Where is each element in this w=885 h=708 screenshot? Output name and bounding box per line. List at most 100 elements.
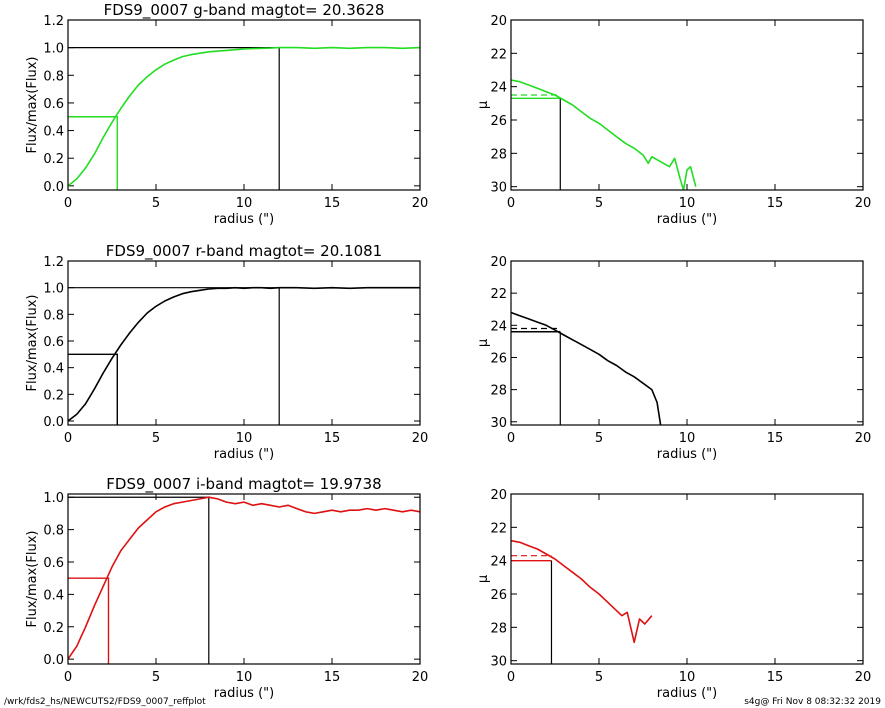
- footer-timestamp: s4g@ Fri Nov 8 08:32:32 2019: [744, 697, 881, 707]
- y-tick-label: 0.6: [43, 556, 64, 571]
- x-tick-label: 15: [324, 670, 341, 685]
- x-axis-label: radius ("): [214, 686, 274, 701]
- total-radius-marker: [68, 47, 280, 190]
- x-tick-label: 20: [412, 670, 429, 685]
- x-tick-label: 0: [507, 670, 515, 685]
- panel-g-mu: 0 5 10 15 20 20 22 24 26 28 30 radius (") μ: [476, 14, 871, 227]
- y-tick-label: 30: [490, 416, 507, 431]
- y-tick-label: 0.0: [43, 653, 64, 668]
- x-tick-label: 0: [64, 670, 72, 685]
- x-axis-label: radius ("): [214, 447, 274, 462]
- x-tick-label: 10: [679, 670, 696, 685]
- y-tick-label: 0.8: [43, 524, 64, 539]
- y-tick-label: 0.6: [43, 335, 64, 350]
- y-tick-label: 0.4: [43, 125, 64, 140]
- y-tick-label: 24: [490, 81, 507, 96]
- y-axis-label: μ: [476, 339, 491, 347]
- y-tick-label: 26: [490, 351, 507, 366]
- x-tick-label: 5: [152, 196, 160, 211]
- y-tick-label: 0.6: [43, 97, 64, 112]
- profile-line: [511, 311, 662, 425]
- x-tick-label: 20: [855, 196, 872, 211]
- panel-title: FDS9_0007 i-band magtot= 19.9738: [106, 475, 381, 494]
- y-axis-label: Flux/max(Flux): [25, 295, 40, 392]
- x-tick-label: 20: [855, 670, 872, 685]
- y-tick-label: 1.0: [43, 42, 64, 57]
- x-tick-label: 10: [236, 196, 253, 211]
- plot-frame: [510, 19, 864, 191]
- y-axis-label: Flux/max(Flux): [25, 57, 40, 154]
- x-tick-label: 20: [412, 431, 429, 446]
- x-tick-label: 15: [767, 196, 784, 211]
- half-light-marker: [68, 577, 110, 664]
- profile-line: [511, 539, 653, 644]
- profile-line: [511, 79, 697, 190]
- x-axis-label: radius ("): [657, 212, 717, 227]
- x-tick-label: 10: [236, 431, 253, 446]
- plot-frame: [510, 493, 864, 665]
- plot-panels: 0 5 10 15 20 0.0 0.2 0.4 0.6 0.8 1.0 1.2 radius (") F…: [25, 1, 871, 701]
- x-axis-label: radius ("): [657, 447, 717, 462]
- footer-path: /wrk/fds2_hs/NEWCUTS2/FDS9_0007_reffplot: [4, 697, 206, 707]
- y-axis-label: μ: [476, 575, 491, 583]
- x-tick-label: 15: [767, 670, 784, 685]
- profile-line: [68, 286, 420, 422]
- x-tick-label: 15: [324, 431, 341, 446]
- x-tick-label: 5: [595, 196, 603, 211]
- half-light-marker: [68, 353, 118, 425]
- y-tick-label: 1.0: [43, 491, 64, 506]
- y-tick-label: 0.0: [43, 180, 64, 195]
- x-tick-label: 15: [767, 431, 784, 446]
- plot-frame: [510, 260, 864, 426]
- profile-line: [68, 46, 420, 187]
- x-tick-label: 0: [507, 196, 515, 211]
- y-tick-label: 0.2: [43, 621, 64, 636]
- y-axis-label: μ: [476, 101, 491, 109]
- plot-frame: [67, 260, 421, 426]
- x-axis-label: radius ("): [657, 686, 717, 701]
- x-tick-label: 0: [64, 431, 72, 446]
- panel-i-growth: 0 5 10 15 20 0.0 0.2 0.4 0.6 0.8 1.0 radius (") Flux…: [25, 475, 428, 701]
- y-tick-label: 26: [490, 114, 507, 129]
- x-tick-label: 0: [64, 196, 72, 211]
- profile-line: [68, 496, 420, 660]
- y-tick-label: 28: [490, 621, 507, 636]
- y-tick-label: 22: [490, 521, 507, 536]
- x-tick-label: 10: [236, 670, 253, 685]
- y-tick-label: 20: [490, 488, 507, 503]
- y-tick-label: 24: [490, 319, 507, 334]
- y-tick-label: 0.2: [43, 388, 64, 403]
- y-tick-label: 30: [490, 655, 507, 670]
- panel-title: FDS9_0007 r-band magtot= 20.1081: [106, 242, 382, 261]
- y-tick-label: 1.0: [43, 282, 64, 297]
- y-tick-label: 28: [490, 147, 507, 162]
- y-tick-label: 1.2: [43, 255, 64, 270]
- y-tick-label: 1.2: [43, 14, 64, 29]
- x-tick-label: 5: [152, 670, 160, 685]
- plot-frame: [67, 19, 421, 191]
- x-tick-label: 20: [412, 196, 429, 211]
- panel-title: FDS9_0007 g-band magtot= 20.3628: [104, 1, 385, 20]
- y-tick-label: 26: [490, 588, 507, 603]
- x-tick-label: 15: [324, 196, 341, 211]
- y-tick-label: 0.0: [43, 415, 64, 430]
- half-light-marker: [68, 116, 118, 190]
- panel-r-mu: 0 5 10 15 20 20 22 24 26 28 30 radius (") μ: [476, 255, 871, 462]
- x-tick-label: 20: [855, 431, 872, 446]
- x-tick-label: 10: [679, 196, 696, 211]
- y-tick-label: 0.4: [43, 362, 64, 377]
- panel-g-growth: 0 5 10 15 20 0.0 0.2 0.4 0.6 0.8 1.0 1.2 radius (") F…: [25, 1, 428, 227]
- plot-frame: [67, 493, 421, 665]
- panel-i-mu: 0 5 10 15 20 20 22 24 26 28 30 radius (") μ: [476, 488, 871, 701]
- y-axis-label: Flux/max(Flux): [25, 531, 40, 628]
- x-tick-label: 10: [679, 431, 696, 446]
- y-tick-label: 0.4: [43, 588, 64, 603]
- panel-r-growth: 0 5 10 15 20 0.0 0.2 0.4 0.6 0.8 1.0 1.2 radius (") F…: [25, 242, 428, 462]
- x-tick-label: 5: [595, 670, 603, 685]
- y-tick-label: 20: [490, 255, 507, 270]
- x-tick-label: 5: [152, 431, 160, 446]
- y-tick-label: 28: [490, 384, 507, 399]
- x-tick-label: 0: [507, 431, 515, 446]
- y-tick-label: 22: [490, 287, 507, 302]
